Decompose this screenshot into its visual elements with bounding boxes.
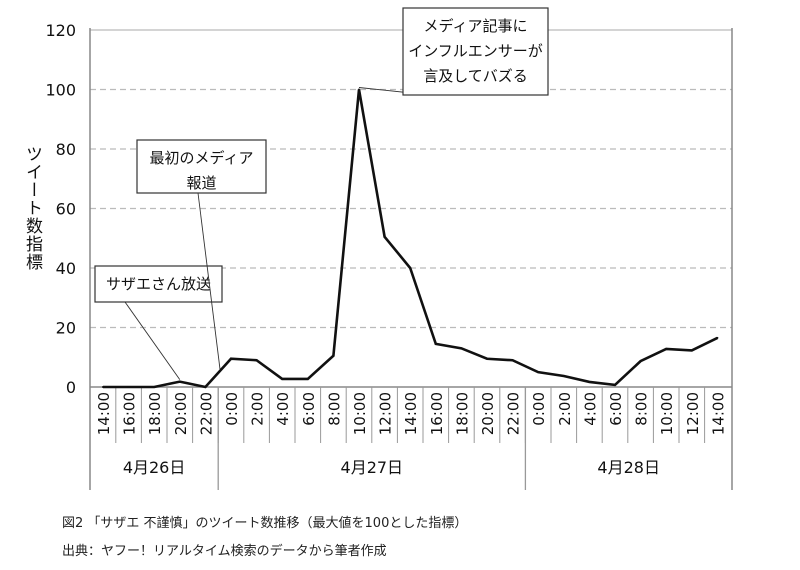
x-tick-label: 12:00	[684, 392, 702, 435]
annotation-text: 言及してバズる	[423, 67, 528, 85]
y-tick-label: 100	[45, 81, 76, 100]
x-tick-label: 12:00	[377, 392, 395, 435]
data-point	[690, 349, 693, 352]
annotation-text: インフルエンサーが	[408, 42, 543, 60]
data-point	[383, 235, 386, 238]
x-tick-label: 16:00	[428, 392, 446, 435]
x-tick-label: 22:00	[197, 392, 215, 435]
annotation-leader-line	[197, 192, 221, 370]
data-point	[127, 386, 130, 388]
x-tick-label: 6:00	[607, 392, 625, 426]
x-tick-label: 18:00	[453, 392, 471, 435]
series-line	[103, 89, 718, 389]
annotation-leader-line	[124, 301, 181, 380]
annotation-text: 報道	[186, 174, 216, 192]
x-tick-label: 6:00	[300, 392, 318, 426]
source-caption: 出典：ヤフー！リアルタイム検索のデータから筆者作成	[62, 544, 387, 559]
y-axis-label: ツイート数指標	[22, 145, 43, 271]
x-tick-label: 4:00	[274, 392, 292, 426]
x-tick-label: 8:00	[325, 392, 343, 426]
y-tick-label: 0	[66, 378, 76, 397]
data-point	[230, 357, 232, 360]
annotation-text: メディア記事に	[424, 17, 528, 35]
data-point	[460, 347, 463, 350]
data-point	[588, 380, 591, 383]
x-tick-label: 14:00	[402, 392, 420, 435]
data-point	[486, 357, 488, 360]
date-label: 4月28日	[597, 458, 660, 477]
x-tick-label: 20:00	[172, 392, 190, 435]
data-point	[639, 360, 642, 363]
annotation-box	[136, 139, 267, 194]
x-tick-label: 2:00	[249, 392, 267, 426]
data-point	[665, 347, 668, 350]
data-point	[562, 374, 565, 377]
x-tick-label: 0:00	[530, 392, 548, 426]
data-point	[434, 342, 437, 345]
x-tick-label: 18:00	[146, 392, 164, 435]
x-tick-label: 14:00	[95, 392, 113, 435]
data-point	[716, 336, 719, 339]
data-point	[102, 386, 104, 388]
x-tick-label: 16:00	[121, 392, 139, 435]
x-tick-label: 14:00	[709, 392, 727, 435]
data-point	[153, 386, 156, 388]
date-label: 4月26日	[123, 458, 186, 477]
data-point	[332, 354, 335, 357]
x-tick-label: 20:00	[479, 392, 497, 435]
annotation-box	[94, 265, 223, 303]
x-tick-label: 2:00	[556, 392, 574, 426]
data-point	[178, 380, 181, 383]
data-point	[614, 383, 616, 386]
y-tick-label: 20	[56, 319, 76, 338]
y-tick-label: 120	[45, 21, 76, 40]
x-tick-label: 4:00	[581, 392, 599, 426]
figure-caption: 図2 「サザエ 不謹慎」のツイート数推移（最大値を100とした指標）	[62, 516, 468, 531]
y-tick-label: 80	[56, 140, 76, 159]
data-point	[306, 377, 309, 380]
x-tick-label: 10:00	[658, 392, 676, 435]
data-point	[281, 377, 284, 380]
date-label: 4月27日	[341, 458, 404, 477]
x-tick-label: 22:00	[505, 392, 523, 435]
annotation-box	[402, 7, 549, 96]
y-tick-label: 40	[56, 259, 76, 278]
data-point	[537, 371, 540, 374]
annotation-text: 最初のメディア	[150, 149, 254, 167]
y-tick-label: 60	[56, 200, 76, 219]
data-point	[511, 359, 514, 362]
x-tick-label: 10:00	[351, 392, 369, 435]
data-point	[255, 359, 258, 362]
data-point	[358, 88, 360, 91]
data-point	[204, 386, 207, 388]
x-tick-label: 0:00	[223, 392, 241, 426]
x-tick-label: 8:00	[633, 392, 651, 426]
data-point	[409, 267, 412, 269]
annotation-text: サザエさん放送	[106, 275, 211, 293]
